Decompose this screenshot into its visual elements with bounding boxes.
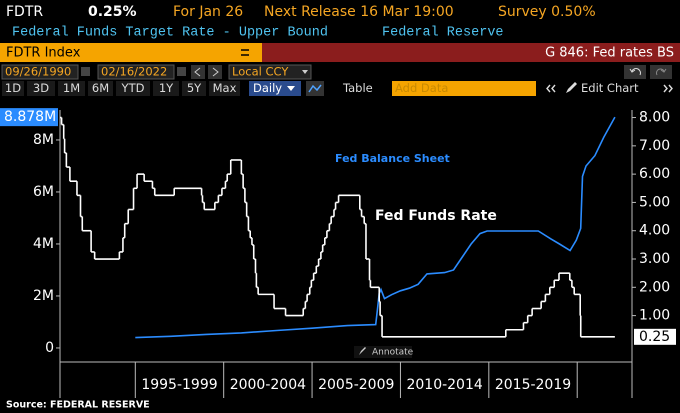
annotation: Fed Funds Rate bbox=[375, 208, 497, 224]
calendar-icon[interactable] bbox=[81, 67, 90, 76]
page-id: G 846: Fed rates BS bbox=[545, 46, 674, 61]
page-bar bbox=[262, 43, 680, 62]
ticker: FDTR bbox=[6, 4, 43, 20]
start-date-box[interactable] bbox=[1, 64, 79, 80]
period-label[interactable]: 1Y bbox=[159, 81, 174, 95]
x-period-label: 2000-2004 bbox=[230, 377, 306, 393]
y2-tick-label: 3.00 bbox=[639, 251, 670, 267]
next-icon[interactable] bbox=[212, 67, 219, 77]
prev-icon[interactable] bbox=[194, 67, 201, 77]
y2-tick-label: 2.00 bbox=[639, 279, 670, 295]
dropdown-icon[interactable] bbox=[302, 70, 308, 74]
start-date[interactable]: 09/26/1990 bbox=[5, 65, 71, 79]
y-tick-label: 6M bbox=[33, 184, 54, 200]
y2-tick-label: 1.00 bbox=[639, 308, 670, 324]
security[interactable]: FDTR Index bbox=[6, 46, 81, 61]
y-tick-label: 8M bbox=[33, 132, 54, 148]
edit-chart[interactable]: Edit Chart bbox=[581, 81, 639, 95]
x-period-label: 2010-2014 bbox=[406, 377, 482, 393]
undo-button[interactable] bbox=[624, 65, 646, 79]
period-button[interactable] bbox=[2, 81, 24, 96]
frequency-box[interactable] bbox=[249, 81, 301, 96]
annotate[interactable]: Annotate bbox=[372, 348, 414, 358]
chart-type-icon[interactable] bbox=[308, 84, 322, 93]
prev-button[interactable] bbox=[191, 65, 205, 79]
collapse-icon[interactable] bbox=[546, 84, 556, 93]
redo-button[interactable] bbox=[650, 65, 672, 79]
undo-icon[interactable] bbox=[629, 68, 641, 76]
balance-line bbox=[135, 116, 616, 339]
description: Federal Funds Target Rate - Upper Bound bbox=[12, 26, 328, 41]
expand-icon[interactable] bbox=[663, 84, 673, 93]
period-label[interactable]: Max bbox=[213, 81, 237, 95]
source-org: Federal Reserve bbox=[382, 26, 504, 41]
last-value-box bbox=[634, 328, 676, 345]
y2-tick-label: 5.00 bbox=[639, 194, 670, 210]
period-button[interactable] bbox=[182, 81, 206, 96]
end-date[interactable]: 02/16/2022 bbox=[101, 65, 167, 79]
source: Source: FEDERAL RESERVE bbox=[6, 400, 150, 411]
y2-tick-label: 7.00 bbox=[639, 138, 670, 154]
period-button[interactable] bbox=[58, 81, 85, 96]
annotate-button[interactable] bbox=[354, 346, 412, 358]
for-date: For Jan 26 bbox=[173, 4, 243, 20]
period-label[interactable]: 1M bbox=[63, 81, 80, 95]
last-value-label: 0.25 bbox=[639, 329, 670, 345]
menu-icon[interactable] bbox=[241, 49, 249, 56]
y-tick-label: 0 bbox=[45, 340, 54, 356]
x-period-label: 1995-1999 bbox=[141, 377, 217, 393]
y2-tick-label: 4.00 bbox=[639, 223, 670, 239]
period-button[interactable] bbox=[116, 81, 150, 96]
last-value-box bbox=[0, 108, 58, 127]
dropdown-icon[interactable] bbox=[287, 86, 295, 91]
period-button[interactable] bbox=[88, 81, 113, 96]
redo-icon[interactable] bbox=[656, 68, 667, 76]
annotation: Fed Balance Sheet bbox=[335, 152, 450, 165]
period-label[interactable]: 1D bbox=[5, 81, 21, 95]
next-button[interactable] bbox=[208, 65, 222, 79]
currency[interactable]: Local CCY bbox=[232, 65, 289, 79]
period-button[interactable] bbox=[209, 81, 240, 96]
annotate-icon[interactable] bbox=[359, 347, 366, 355]
y-tick-label: 2M bbox=[33, 288, 54, 304]
y2-tick-label: 8.00 bbox=[639, 110, 670, 126]
add-data[interactable]: Add Data bbox=[395, 81, 448, 95]
y-tick-label: 4M bbox=[33, 236, 54, 252]
period-label[interactable]: 5Y bbox=[187, 81, 202, 95]
period-label[interactable]: 3D bbox=[33, 81, 49, 95]
period-label[interactable]: YTD bbox=[121, 81, 145, 95]
period-button[interactable] bbox=[153, 81, 179, 96]
last-value-label: 8.878M bbox=[4, 109, 56, 125]
period-button[interactable] bbox=[27, 81, 55, 96]
survey: Survey 0.50% bbox=[498, 4, 596, 20]
next-release: Next Release 16 Mar 19:00 bbox=[264, 4, 454, 20]
period-buttons: 1D 3D 1M 6M YTD 1Y 5Y Max bbox=[2, 81, 240, 96]
add-data-box[interactable] bbox=[392, 81, 536, 96]
x-period-label: 2015-2019 bbox=[495, 377, 571, 393]
chart: 0 2M 4M 6M 8M 1.00 2.00 3.00 4.00 5.00 6.00 7.00 8.0… bbox=[0, 108, 676, 398]
end-date-box[interactable] bbox=[97, 64, 175, 80]
edit-icon[interactable] bbox=[566, 82, 577, 93]
x-period-label: 2005-2009 bbox=[318, 377, 394, 393]
currency-box[interactable] bbox=[228, 64, 312, 80]
calendar-icon[interactable] bbox=[177, 67, 186, 76]
y2-tick-label: 6.00 bbox=[639, 166, 670, 182]
security-box[interactable] bbox=[0, 43, 262, 62]
last-value: 0.25% bbox=[88, 4, 137, 20]
period-label[interactable]: 6M bbox=[92, 81, 109, 95]
frequency[interactable]: Daily bbox=[253, 81, 282, 95]
table-button[interactable]: Table bbox=[342, 81, 373, 95]
